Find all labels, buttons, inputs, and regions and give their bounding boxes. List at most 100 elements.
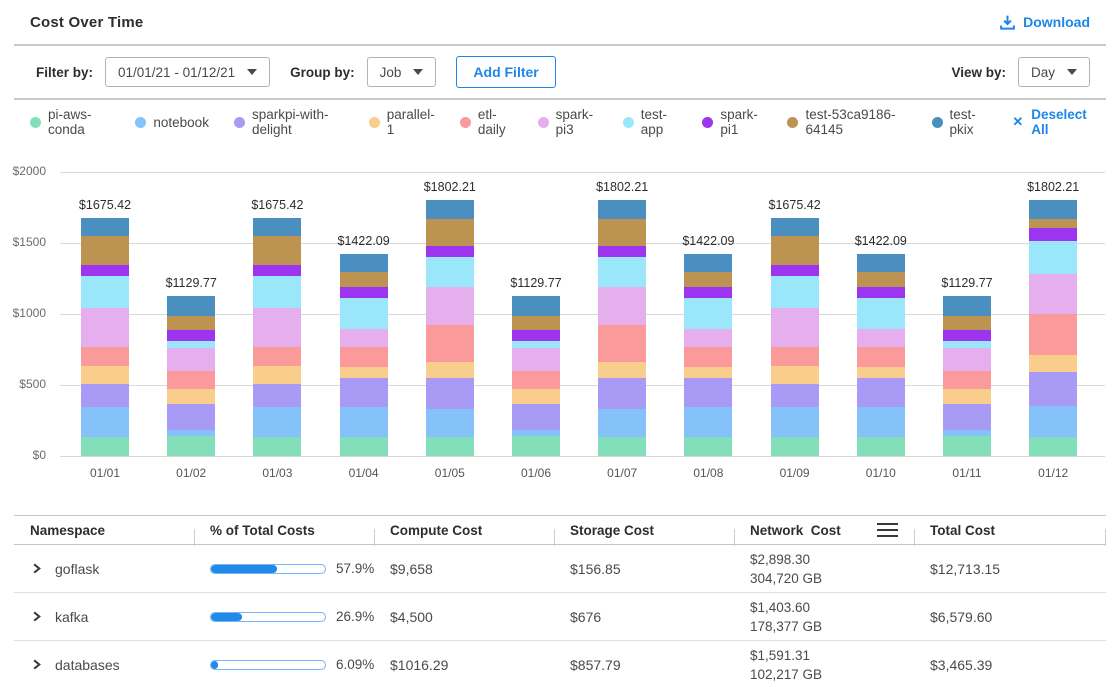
bar-segment-spark-pi3[interactable] [167,348,216,372]
bar-segment-test-pkix[interactable] [339,254,388,273]
bar-segment-pi-aws-conda[interactable] [943,436,991,456]
bar-segment-spark-pi1[interactable] [943,329,991,342]
bar-segment-etl-daily[interactable] [856,346,905,367]
bar-segment-notebook[interactable] [253,406,302,437]
bar-segment-etl-daily[interactable] [1029,314,1078,355]
bar-segment-parallel-1[interactable] [598,361,647,379]
bar-segment-spark-pi1[interactable] [167,329,216,342]
bar-segment-test-app[interactable] [81,275,129,308]
bar-segment-sparkpi-with-delight[interactable] [253,383,302,407]
bar-segment-test-53ca9186-64145[interactable] [425,218,474,246]
bar-segment-parallel-1[interactable] [512,389,560,404]
bar-segment-parallel-1[interactable] [339,366,388,378]
legend-item-test-53ca9186-64145[interactable]: test-53ca9186-64145 [787,107,906,137]
bar-segment-spark-pi3[interactable] [512,348,560,372]
bar-segment-notebook[interactable] [167,429,216,437]
column-header-network-cost[interactable]: Network Cost [734,523,914,546]
bar-segment-spark-pi3[interactable] [598,286,647,325]
bar-segment-notebook[interactable] [512,429,560,437]
bar-segment-sparkpi-with-delight[interactable] [425,378,474,409]
bar-segment-test-53ca9186-64145[interactable] [253,236,302,265]
legend-item-spark-pi1[interactable]: spark-pi1 [702,107,762,137]
legend-item-pi-aws-conda[interactable]: pi-aws-conda [30,107,110,137]
bar-segment-test-app[interactable] [425,256,474,287]
legend-item-test-app[interactable]: test-app [622,107,678,137]
bar-segment-sparkpi-with-delight[interactable] [1029,371,1078,407]
bar-segment-spark-pi3[interactable] [339,329,388,347]
bar-segment-spark-pi1[interactable] [856,287,905,299]
bar-segment-etl-daily[interactable] [167,371,216,389]
bar-segment-test-app[interactable] [943,341,991,349]
bar-segment-parallel-1[interactable] [167,389,216,404]
bar-segment-notebook[interactable] [339,407,388,437]
group-by-select[interactable]: Job [366,57,437,87]
bar-segment-spark-pi3[interactable] [684,329,733,347]
bar-segment-pi-aws-conda[interactable] [512,436,560,456]
bar-01/07[interactable] [598,200,647,456]
bar-01/05[interactable] [425,200,474,456]
bar-segment-test-app[interactable] [856,298,905,330]
deselect-all-button[interactable]: ✕ Deselect All [1012,107,1090,137]
bar-segment-spark-pi3[interactable] [1029,274,1078,315]
bar-segment-spark-pi1[interactable] [598,245,647,257]
bar-segment-test-pkix[interactable] [81,218,129,237]
bar-segment-parallel-1[interactable] [684,366,733,378]
bar-01/03[interactable] [253,218,302,456]
bar-segment-spark-pi1[interactable] [253,264,302,276]
bar-01/02[interactable] [167,295,216,456]
bar-segment-sparkpi-with-delight[interactable] [339,377,388,408]
bar-segment-test-pkix[interactable] [512,295,560,317]
bar-segment-notebook[interactable] [770,406,819,437]
bar-segment-etl-daily[interactable] [684,346,733,367]
bar-segment-test-pkix[interactable] [598,200,647,219]
bar-segment-test-53ca9186-64145[interactable] [770,236,819,265]
bar-segment-pi-aws-conda[interactable] [598,437,647,456]
bar-01/10[interactable] [856,254,905,456]
bar-segment-test-pkix[interactable] [1029,200,1078,220]
bar-segment-test-pkix[interactable] [943,295,991,317]
bar-segment-etl-daily[interactable] [81,346,129,367]
bar-segment-test-app[interactable] [770,275,819,308]
bar-segment-parallel-1[interactable] [770,366,819,384]
bar-01/09[interactable] [770,218,819,456]
bar-segment-parallel-1[interactable] [253,366,302,384]
bar-segment-spark-pi1[interactable] [81,264,129,276]
bar-segment-notebook[interactable] [81,406,129,437]
legend-item-spark-pi3[interactable]: spark-pi3 [537,107,598,137]
bar-segment-sparkpi-with-delight[interactable] [167,403,216,430]
chevron-right-icon[interactable] [30,610,43,623]
column-header-namespace[interactable]: Namespace [14,523,194,538]
download-button[interactable]: Download [999,14,1090,31]
bar-segment-parallel-1[interactable] [943,389,991,404]
legend-item-notebook[interactable]: notebook [135,115,209,130]
bar-segment-etl-daily[interactable] [425,324,474,362]
bar-segment-spark-pi1[interactable] [512,329,560,342]
column-header--of-total-costs[interactable]: % of Total Costs [194,523,374,546]
bar-segment-etl-daily[interactable] [253,346,302,367]
bar-segment-sparkpi-with-delight[interactable] [512,403,560,430]
bar-segment-test-app[interactable] [684,298,733,330]
column-header-compute-cost[interactable]: Compute Cost [374,523,554,546]
bar-segment-parallel-1[interactable] [1029,354,1078,372]
bar-segment-test-53ca9186-64145[interactable] [512,316,560,330]
bar-segment-etl-daily[interactable] [598,324,647,362]
bar-segment-test-pkix[interactable] [425,200,474,219]
bar-segment-sparkpi-with-delight[interactable] [598,378,647,409]
bar-01/04[interactable] [339,254,388,456]
bar-segment-pi-aws-conda[interactable] [684,436,733,456]
add-filter-button[interactable]: Add Filter [456,56,556,88]
bar-segment-spark-pi3[interactable] [253,307,302,347]
bar-segment-parallel-1[interactable] [856,366,905,378]
bar-segment-spark-pi1[interactable] [770,264,819,276]
date-range-select[interactable]: 01/01/21 - 01/12/21 [105,57,271,87]
bar-segment-pi-aws-conda[interactable] [253,436,302,456]
bar-segment-etl-daily[interactable] [943,371,991,389]
bar-segment-test-53ca9186-64145[interactable] [81,236,129,265]
bar-segment-etl-daily[interactable] [512,371,560,389]
bar-segment-sparkpi-with-delight[interactable] [770,383,819,407]
bar-segment-pi-aws-conda[interactable] [425,437,474,456]
bar-segment-pi-aws-conda[interactable] [339,436,388,456]
bar-01/08[interactable] [684,254,733,456]
bar-segment-test-53ca9186-64145[interactable] [856,272,905,288]
table-row-goflask[interactable]: goflask 57.9% $9,658 $156.85 $2,898.30 304,… [14,545,1106,593]
